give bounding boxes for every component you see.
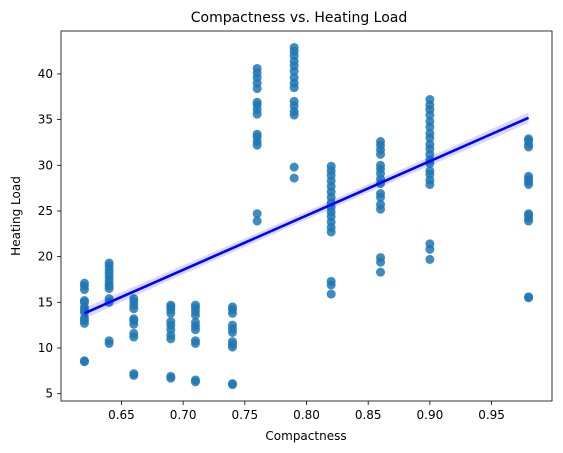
data-point (425, 254, 435, 264)
x-tick-label: 0.85 (355, 408, 382, 422)
x-tick-label: 0.95 (478, 408, 505, 422)
data-point (376, 189, 386, 199)
x-axis: 0.65 0.70 0.75 0.80 0.85 0.90 0.95 (108, 401, 505, 422)
data-point (104, 258, 114, 268)
chart-title: Compactness vs. Heating Load (191, 10, 408, 26)
data-point (425, 116, 435, 126)
y-tick-label: 10 (38, 341, 53, 355)
data-point (289, 42, 299, 52)
data-point (166, 371, 176, 381)
data-point (326, 276, 336, 286)
data-point (190, 375, 200, 385)
data-point (289, 96, 299, 106)
data-point (524, 134, 534, 144)
x-axis-label: Compactness (265, 429, 346, 443)
data-point (79, 356, 89, 366)
data-point (376, 200, 386, 210)
data-point (524, 292, 534, 302)
data-point (104, 336, 114, 346)
x-tick-label: 0.90 (417, 408, 444, 422)
data-point (425, 166, 435, 176)
data-point (227, 379, 237, 389)
y-tick-label: 5 (45, 387, 53, 401)
x-tick-label: 0.65 (108, 408, 135, 422)
data-point (227, 320, 237, 330)
data-point (425, 239, 435, 249)
x-tick-label: 0.70 (170, 408, 197, 422)
data-point (166, 317, 176, 327)
data-point (376, 137, 386, 147)
data-point (166, 300, 176, 310)
data-point (524, 171, 534, 181)
y-axis-label: Heating Load (9, 176, 23, 256)
data-point (190, 336, 200, 346)
x-tick-label: 0.80 (293, 408, 320, 422)
x-tick-label: 0.75 (231, 408, 258, 422)
data-point (289, 73, 299, 83)
data-point (376, 160, 386, 170)
data-point (425, 95, 435, 105)
data-point (376, 267, 386, 277)
data-point (190, 300, 200, 310)
y-tick-label: 35 (38, 113, 53, 127)
plot-area (79, 42, 534, 390)
data-point (190, 317, 200, 327)
data-point (289, 162, 299, 172)
y-axis: 5 10 15 20 25 30 35 40 (38, 67, 61, 401)
data-point (79, 278, 89, 288)
data-point (425, 128, 435, 138)
data-point (376, 253, 386, 263)
data-point (252, 97, 262, 107)
y-tick-label: 30 (38, 158, 53, 172)
data-point (326, 289, 336, 299)
y-tick-label: 25 (38, 204, 53, 218)
data-point (129, 328, 139, 338)
y-tick-label: 15 (38, 295, 53, 309)
data-point (524, 209, 534, 219)
data-point (252, 63, 262, 73)
data-point (326, 161, 336, 171)
data-point (129, 369, 139, 379)
data-point (425, 139, 435, 149)
data-point (129, 314, 139, 324)
data-point (79, 296, 89, 306)
y-tick-label: 40 (38, 67, 53, 81)
data-point (129, 294, 139, 304)
data-point (227, 302, 237, 312)
data-point (252, 129, 262, 139)
data-point (252, 209, 262, 219)
y-tick-label: 20 (38, 250, 53, 264)
data-point (252, 216, 262, 226)
data-point (227, 337, 237, 347)
data-point (289, 173, 299, 183)
regression-line (83, 116, 530, 315)
